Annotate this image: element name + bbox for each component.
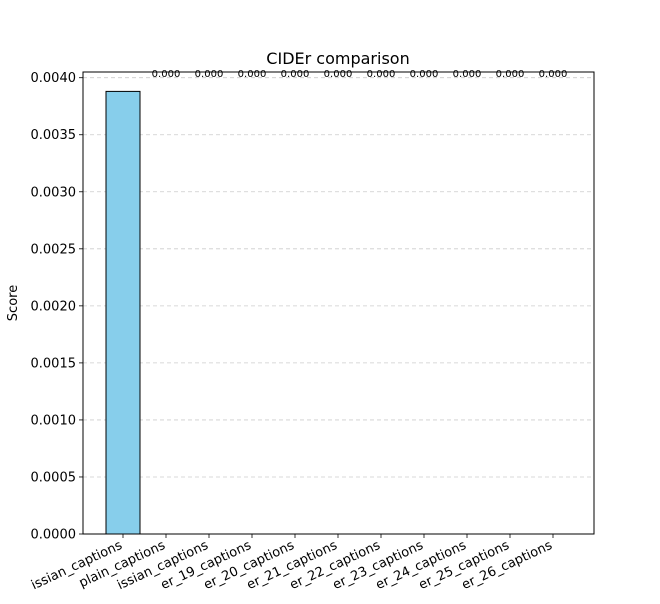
y-ticks: 0.0000 0.0005 0.0010 0.0015 0.0020 0.0025 0.00… bbox=[31, 71, 83, 543]
data-label: 0.000 bbox=[152, 69, 181, 80]
data-label: 0.000 bbox=[367, 69, 396, 80]
y-tick-label: 0.0005 bbox=[31, 470, 77, 485]
y-tick-label: 0.0000 bbox=[31, 528, 77, 543]
grid-lines bbox=[83, 77, 594, 478]
data-label: 0.000 bbox=[496, 69, 525, 80]
data-label: 0.000 bbox=[410, 69, 439, 80]
y-tick-label: 0.0030 bbox=[31, 185, 77, 200]
y-axis-label: Score bbox=[6, 285, 21, 321]
y-tick-label: 0.0035 bbox=[31, 128, 77, 143]
data-label: 0.000 bbox=[195, 69, 224, 80]
y-tick-label: 0.0025 bbox=[31, 242, 77, 257]
y-tick-label: 0.0010 bbox=[31, 413, 77, 428]
data-label: 0.000 bbox=[324, 69, 353, 80]
y-tick-label: 0.0020 bbox=[31, 299, 77, 314]
y-tick-label: 0.0015 bbox=[31, 356, 77, 371]
plot-frame bbox=[82, 71, 595, 535]
chart-title: CIDEr comparison bbox=[266, 49, 409, 68]
bars bbox=[105, 90, 141, 535]
x-ticks: issian_captionsplain_captionsissian_capt… bbox=[29, 534, 555, 593]
bar bbox=[105, 90, 141, 535]
data-label: 0.000 bbox=[238, 69, 267, 80]
data-label: 0.000 bbox=[539, 69, 568, 80]
axes bbox=[82, 71, 595, 535]
data-labels: 0.000 0.000 0.000 0.000 0.000 0.000 0.000 0.000… bbox=[152, 69, 568, 80]
data-label: 0.000 bbox=[453, 69, 482, 80]
data-label: 0.000 bbox=[281, 69, 310, 80]
y-tick-label: 0.0040 bbox=[31, 71, 77, 86]
